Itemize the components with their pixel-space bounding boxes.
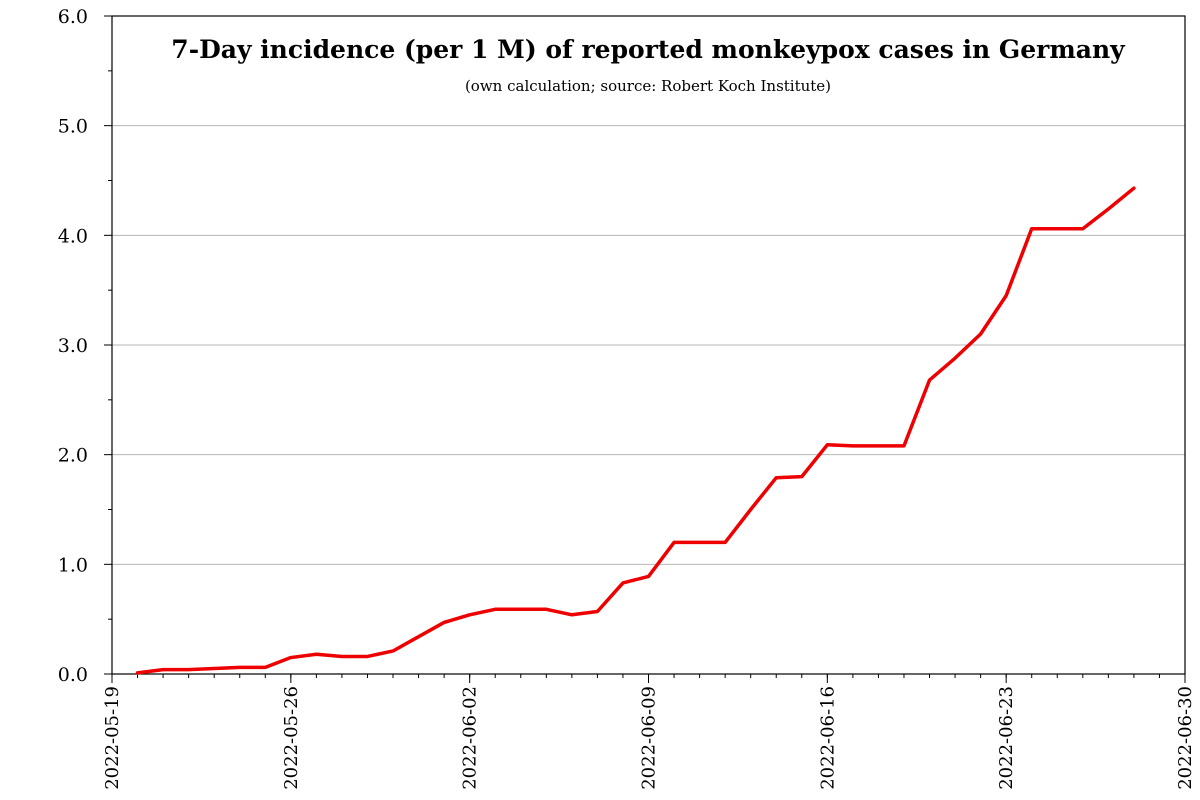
y-tick-label: 4.0 [58, 225, 88, 247]
y-tick-label: 3.0 [58, 335, 88, 357]
x-tick-label: 2022-06-09 [639, 686, 660, 790]
x-axis: 2022-05-19 2022-05-26 2022-06-02 2022-06-09… [102, 674, 1196, 790]
x-tick-label: 2022-06-30 [1175, 686, 1196, 790]
x-tick-label: 2022-06-02 [460, 686, 481, 790]
y-tick-label: 1.0 [58, 554, 88, 576]
y-tick-label: 2.0 [58, 445, 88, 467]
x-tick-label: 2022-06-16 [817, 686, 838, 790]
y-axis: 0.0 1.0 2.0 3.0 4.0 5.0 6.0 [58, 6, 112, 686]
chart-title: 7-Day incidence (per 1 M) of reported mo… [171, 35, 1126, 64]
y-tick-label: 0.0 [58, 664, 88, 686]
series-line [135, 186, 1136, 675]
y-tick-label: 5.0 [58, 116, 88, 138]
x-tick-label: 2022-05-19 [102, 686, 123, 790]
x-tick-label: 2022-06-23 [996, 686, 1017, 790]
y-tick-label: 6.0 [58, 6, 88, 28]
gridlines [112, 125, 1185, 565]
x-tick-label: 2022-05-26 [281, 686, 302, 790]
chart-subtitle: (own calculation; source: Robert Koch In… [465, 77, 831, 95]
